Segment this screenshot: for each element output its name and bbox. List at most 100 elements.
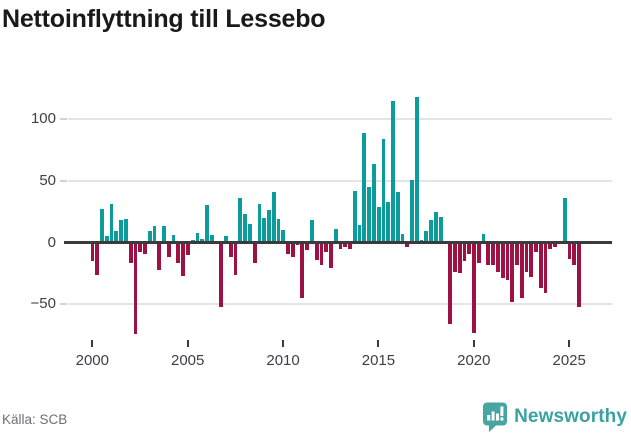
bar: [405, 242, 410, 248]
bar: [419, 240, 424, 243]
gridline: [68, 179, 612, 182]
x-tick-mark: [282, 340, 285, 347]
y-tick-mark: [60, 118, 67, 121]
x-tick-mark: [186, 340, 189, 347]
bar: [219, 242, 224, 307]
bar: [367, 186, 371, 243]
bar: [534, 242, 538, 253]
bar: [286, 242, 290, 254]
newsworthy-logo: Newsworthy: [482, 401, 627, 432]
y-tick-mark: [60, 179, 67, 182]
bar: [410, 179, 414, 243]
bar: [276, 219, 281, 243]
bar: [300, 242, 305, 298]
bar: [414, 96, 419, 243]
bar: [157, 242, 162, 270]
source-label: Källa: SCB: [2, 412, 68, 427]
bar: [577, 242, 581, 307]
bar: [314, 242, 319, 260]
bar: [438, 216, 443, 243]
bar: [338, 242, 343, 249]
bar: [133, 242, 138, 334]
bar: [472, 242, 476, 333]
bar: [147, 231, 152, 243]
bar: [395, 191, 400, 243]
bar: [562, 198, 567, 243]
bar: [352, 190, 357, 243]
bar: [553, 242, 557, 248]
bar: [510, 242, 515, 302]
bar: [138, 242, 143, 253]
bar: [348, 242, 352, 249]
bar: [486, 242, 491, 265]
bar: [228, 242, 233, 258]
bar: [357, 225, 362, 243]
bar: [376, 206, 381, 243]
x-axis-label: 2000: [75, 352, 109, 369]
bar: [100, 209, 104, 243]
gridline: [68, 118, 612, 121]
bar: [290, 242, 295, 258]
y-tick-mark: [60, 303, 67, 306]
bar: [162, 226, 166, 243]
bar: [257, 204, 262, 243]
x-tick-mark: [377, 340, 380, 347]
bar: [495, 242, 500, 273]
bar: [243, 214, 247, 243]
y-axis-label: −50: [30, 295, 56, 313]
x-tick-mark: [91, 340, 94, 347]
bar: [238, 198, 243, 243]
x-axis-label: 2005: [170, 352, 205, 369]
bar: [505, 242, 510, 280]
bar: [119, 220, 123, 243]
bar: [128, 242, 133, 264]
bar: [424, 231, 429, 243]
y-axis-label: 100: [30, 110, 56, 128]
bar: [500, 242, 505, 279]
bar: [362, 132, 367, 243]
y-axis-label: 0: [47, 233, 56, 251]
bar: [247, 223, 252, 243]
bar: [519, 242, 524, 298]
newsworthy-icon: [483, 402, 508, 432]
bar: [123, 219, 128, 243]
bar: [152, 226, 157, 243]
bar: [400, 233, 405, 243]
bar: [548, 242, 553, 249]
bar: [262, 217, 267, 243]
x-tick-mark: [472, 340, 475, 347]
bar: [205, 205, 209, 243]
y-axis-label: 50: [39, 171, 56, 189]
bar: [391, 100, 395, 243]
bar: [371, 163, 376, 243]
bar: [462, 242, 467, 261]
bar: [343, 242, 348, 248]
bar: [267, 210, 271, 243]
bar: [324, 242, 329, 253]
bar: [567, 242, 572, 259]
bar: [305, 242, 309, 250]
bar: [166, 242, 171, 258]
bar: [333, 228, 338, 243]
bar: [181, 242, 185, 276]
bar: [171, 235, 176, 243]
bar: [200, 238, 205, 243]
bar: [104, 236, 109, 243]
bar: [224, 236, 228, 243]
bar: [448, 242, 453, 324]
bar: [95, 242, 100, 275]
gridline: [68, 303, 612, 306]
bar: [109, 204, 114, 243]
bar: [114, 231, 119, 243]
bar: [543, 242, 548, 294]
bar: [281, 230, 286, 243]
bar: [90, 242, 95, 261]
bar: [467, 242, 472, 254]
bar: [453, 242, 457, 273]
bar: [491, 242, 495, 265]
x-axis-label: 2010: [266, 352, 300, 369]
chart-title: Nettoinflyttning till Lessebo: [2, 5, 326, 33]
x-axis-label: 2015: [361, 352, 396, 369]
bar: [233, 242, 238, 275]
